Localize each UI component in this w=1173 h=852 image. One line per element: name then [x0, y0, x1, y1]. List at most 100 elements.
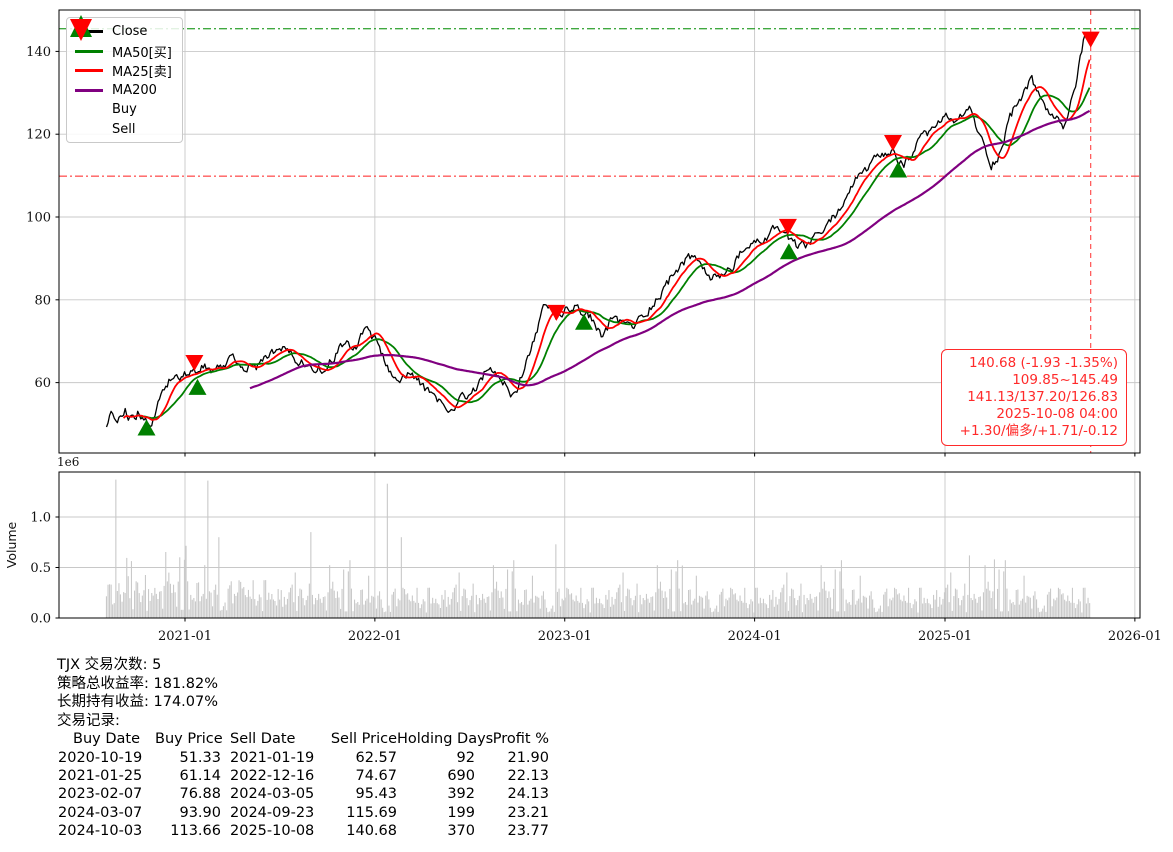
table-cell: 113.66 — [170, 822, 221, 839]
legend-line-swatch — [75, 69, 103, 73]
svg-text:1.0: 1.0 — [30, 511, 51, 526]
hold-return-line: 长期持有收益: 174.07% — [57, 694, 219, 711]
table-row: 2024-03-07 93.90 2024-09-23 115.69 199 23.21 — [57, 804, 549, 822]
svg-text:60: 60 — [34, 376, 51, 391]
table-cell: 95.43 — [355, 786, 397, 803]
strategy-stats: TJX 交易次数: 5 策略总收益率: 181.82% 长期持有收益: 174.… — [57, 656, 549, 840]
table-cell: 51.33 — [179, 749, 221, 766]
annotation-date-line: 2025-10-08 04:00 — [996, 405, 1118, 422]
col-sell-price: Sell Price — [330, 731, 397, 748]
svg-text:80: 80 — [34, 293, 51, 308]
legend-item-sell: Sell — [70, 19, 172, 140]
table-cell: 2025-10-08 — [230, 822, 315, 839]
table-cell: 23.77 — [507, 822, 549, 839]
ma200-line — [249, 109, 1091, 390]
table-row: 2021-01-25 61.14 2022-12-16 74.67 690 22.13 — [57, 767, 549, 785]
svg-text:140: 140 — [26, 45, 51, 60]
legend-item-label: Close — [112, 24, 148, 40]
close-line — [105, 32, 1091, 428]
svg-text:100: 100 — [26, 211, 51, 226]
table-cell: 199 — [447, 804, 475, 821]
table-cell: 93.90 — [179, 804, 221, 821]
table-cell: 2021-01-19 — [230, 749, 315, 766]
svg-text:2021-01: 2021-01 — [158, 629, 212, 644]
annotation-price-line: 140.68 (-1.93 -1.35%) — [968, 355, 1118, 371]
table-cell: 392 — [447, 786, 475, 803]
svg-text:2023-01: 2023-01 — [538, 629, 592, 644]
svg-text:0.5: 0.5 — [30, 561, 51, 576]
svg-text:Volume: Volume — [4, 521, 19, 568]
svg-text:120: 120 — [26, 128, 51, 143]
table-cell: 2024-03-05 — [230, 786, 315, 803]
table-cell: 115.69 — [346, 804, 397, 821]
buy-marker — [188, 378, 207, 395]
table-cell: 76.88 — [179, 786, 221, 803]
table-cell: 62.57 — [355, 749, 397, 766]
table-cell: 22.13 — [507, 767, 549, 784]
table-cell: 21.90 — [507, 749, 549, 766]
legend-item-label: Buy — [112, 102, 137, 118]
legend-item-ma25: MA25[卖] — [75, 61, 172, 81]
table-cell: 23.21 — [507, 804, 549, 821]
trade-table-header: Buy Date Buy Price Sell Date Sell PriceHold… — [57, 730, 549, 748]
col-buy-price: Buy Price — [155, 731, 223, 748]
table-cell: 140.68 — [346, 822, 397, 839]
volume-bars — [105, 479, 1091, 618]
col-buy-date: Buy Date — [73, 731, 140, 748]
buy-marker — [889, 161, 908, 178]
buy-marker — [137, 419, 156, 436]
ma25-line — [122, 59, 1091, 421]
table-cell: 24.13 — [507, 786, 549, 803]
svg-text:0.0: 0.0 — [30, 612, 51, 627]
table-cell: 2022-12-16 — [230, 767, 315, 784]
svg-text:2025-01: 2025-01 — [918, 629, 972, 644]
table-row: 2020-10-19 51.33 2021-01-19 62.57 92 21.90 — [57, 749, 549, 767]
table-cell: 61.14 — [179, 767, 221, 784]
legend-item-label: MA200 — [112, 82, 157, 98]
trade-table-body: 2020-10-19 51.33 2021-01-19 62.57 92 21.90 202… — [57, 749, 549, 840]
table-cell: 2024-09-23 — [230, 804, 315, 821]
legend: Close MA50[买] MA25[卖] MA200 Buy Sell — [66, 15, 183, 143]
legend-item-label: Sell — [112, 121, 136, 137]
legend-item-label: MA50[买] — [112, 45, 172, 61]
table-cell: 92 — [456, 749, 475, 766]
table-cell: 2023-02-07 — [58, 786, 143, 803]
table-row: 2023-02-07 76.88 2024-03-05 95.43 392 24.13 — [57, 785, 549, 803]
buy-marker — [779, 243, 798, 260]
sell-marker — [884, 135, 902, 152]
table-cell: 74.67 — [355, 767, 397, 784]
buy-marker — [575, 313, 593, 330]
legend-line-swatch — [75, 88, 103, 92]
strategy-return-line: 策略总收益率: 181.82% — [57, 675, 219, 692]
sell-marker — [185, 354, 204, 371]
price-volume-chart: 60 80 100 120 140 2021-01 2022-01 2023-01 2024-0… — [4, 9, 1162, 644]
annotation-signal-line: +1.30/偏多/+1.71/-0.12 — [959, 422, 1118, 439]
legend-line-swatch — [75, 49, 103, 53]
sell-marker — [778, 218, 797, 235]
quote-annotation-box: 140.68 (-1.93 -1.35%) 109.85~145.49 141.… — [941, 349, 1127, 446]
legend-item-ma50: MA50[买] — [75, 42, 172, 62]
svg-text:2024-01: 2024-01 — [728, 629, 782, 644]
col-profit-pct: Profit % — [492, 731, 549, 748]
col-sell-date: Sell Date — [230, 731, 296, 748]
table-row: 2024-10-03 113.66 2025-10-08 140.68 370 23.77 — [57, 822, 549, 840]
table-cell: 2020-10-19 — [58, 749, 143, 766]
table-cell: 690 — [447, 767, 475, 784]
table-cell: 2024-10-03 — [58, 822, 143, 839]
legend-item-label: MA25[卖] — [112, 65, 172, 81]
annotation-range-line: 109.85~145.49 — [1012, 371, 1118, 388]
sell-marker — [547, 304, 566, 321]
sell-marker — [1081, 31, 1100, 48]
svg-text:1e6: 1e6 — [57, 455, 79, 469]
svg-text:2022-01: 2022-01 — [348, 629, 402, 644]
table-cell: 2021-01-25 — [58, 767, 143, 784]
trade-count-line: TJX 交易次数: 5 — [57, 657, 162, 673]
legend-item-buy: Buy — [70, 15, 172, 120]
col-holding-days: Holding Days — [397, 731, 494, 748]
table-cell: 370 — [447, 822, 475, 839]
annotation-ma-line: 141.13/137.20/126.83 — [967, 388, 1118, 405]
trade-records-title: 交易记录: — [57, 712, 120, 729]
table-cell: 2024-03-07 — [58, 804, 143, 821]
svg-text:2026-01: 2026-01 — [1108, 629, 1162, 644]
